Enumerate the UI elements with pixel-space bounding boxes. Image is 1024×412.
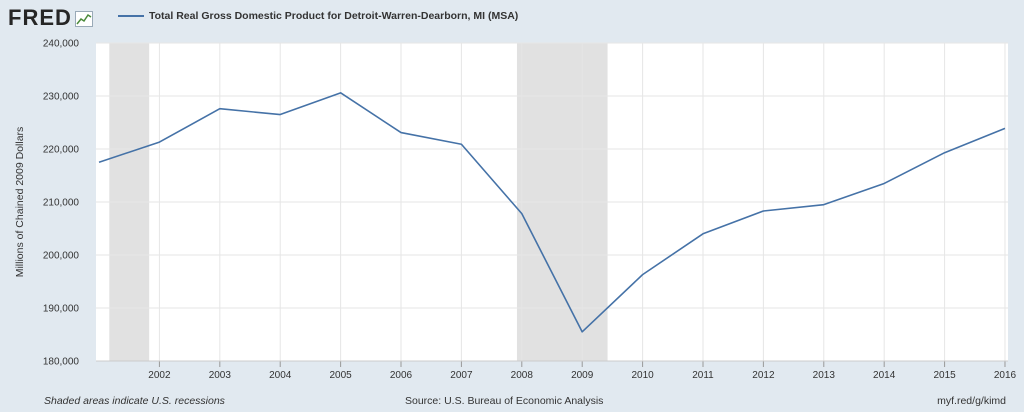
legend-item[interactable]: Total Real Gross Domestic Product for De… bbox=[118, 10, 518, 22]
legend-label: Total Real Gross Domestic Product for De… bbox=[149, 10, 519, 22]
data-point[interactable] bbox=[821, 202, 827, 208]
series-line[interactable] bbox=[98, 92, 1006, 333]
data-point[interactable] bbox=[96, 159, 102, 165]
x-tick-label: 2004 bbox=[269, 370, 292, 381]
fred-logo-text: FRED bbox=[8, 5, 72, 30]
data-point[interactable] bbox=[760, 208, 766, 214]
recession-note: Shaded areas indicate U.S. recessions bbox=[44, 395, 225, 407]
data-point[interactable] bbox=[398, 130, 404, 136]
x-tick-label: 2009 bbox=[571, 370, 594, 381]
x-tick-label: 2002 bbox=[148, 370, 171, 381]
x-tick-label: 2016 bbox=[994, 370, 1017, 381]
data-point[interactable] bbox=[700, 231, 706, 237]
data-point[interactable] bbox=[640, 272, 646, 278]
y-tick-label: 180,000 bbox=[43, 357, 80, 368]
x-tick-label: 2006 bbox=[390, 370, 413, 381]
data-point[interactable] bbox=[338, 90, 344, 96]
x-tick-label: 2015 bbox=[933, 370, 956, 381]
y-tick-label: 240,000 bbox=[43, 39, 80, 50]
x-tick-label: 2003 bbox=[209, 370, 232, 381]
x-tick-label: 2011 bbox=[692, 370, 714, 381]
data-point[interactable] bbox=[942, 150, 948, 156]
y-tick-label: 210,000 bbox=[43, 198, 80, 209]
x-tick-label: 2010 bbox=[631, 370, 654, 381]
data-point[interactable] bbox=[156, 139, 162, 145]
data-point[interactable] bbox=[579, 329, 585, 335]
x-tick-label: 2005 bbox=[329, 370, 352, 381]
legend-swatch bbox=[118, 15, 144, 17]
data-point[interactable] bbox=[217, 106, 223, 112]
short-link[interactable]: myf.red/g/kimd bbox=[937, 395, 1006, 407]
source-note: Source: U.S. Bureau of Economic Analysis bbox=[405, 395, 604, 407]
y-axis-title: Millions of Chained 2009 Dollars bbox=[14, 127, 26, 278]
x-tick-label: 2014 bbox=[873, 370, 896, 381]
y-tick-label: 220,000 bbox=[43, 145, 80, 156]
data-point[interactable] bbox=[277, 112, 283, 118]
x-tick-label: 2007 bbox=[450, 370, 473, 381]
x-tick-label: 2008 bbox=[511, 370, 534, 381]
data-point[interactable] bbox=[1002, 125, 1008, 131]
fred-logo[interactable]: FRED bbox=[8, 6, 93, 30]
x-tick-label: 2013 bbox=[813, 370, 836, 381]
y-tick-label: 200,000 bbox=[43, 251, 80, 262]
series bbox=[96, 90, 1008, 335]
x-tick-label: 2012 bbox=[752, 370, 775, 381]
y-tick-label: 190,000 bbox=[43, 304, 80, 315]
y-tick-label: 230,000 bbox=[43, 92, 80, 103]
data-point[interactable] bbox=[519, 211, 525, 217]
data-point[interactable] bbox=[881, 180, 887, 186]
line-graph-icon bbox=[74, 11, 93, 27]
y-axis: 180,000 190,000 200,000 210,000 220,000 230,0… bbox=[43, 39, 80, 368]
data-point[interactable] bbox=[458, 141, 464, 147]
x-axis: 2002 2003 2004 2005 2006 2007 2008 2009 2010 2011… bbox=[96, 360, 1017, 381]
